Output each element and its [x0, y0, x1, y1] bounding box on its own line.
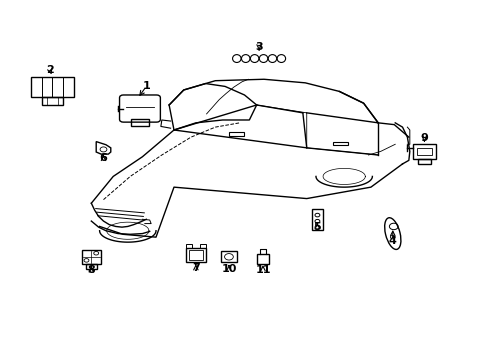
Bar: [130, 119, 149, 126]
Bar: [221, 251, 236, 262]
Text: 10: 10: [221, 264, 236, 274]
Bar: [31, 77, 74, 98]
Bar: [185, 248, 205, 262]
Text: 11: 11: [255, 265, 270, 275]
Bar: [256, 253, 269, 264]
Bar: [200, 244, 205, 248]
Bar: [332, 142, 347, 145]
Text: 5: 5: [313, 222, 321, 232]
Text: 4: 4: [388, 236, 396, 246]
Bar: [412, 144, 435, 159]
Bar: [417, 159, 430, 164]
Text: 6: 6: [100, 153, 107, 163]
Bar: [228, 132, 244, 136]
Text: 2: 2: [46, 65, 54, 75]
Bar: [416, 148, 431, 155]
Bar: [85, 264, 97, 269]
Text: 7: 7: [192, 262, 199, 273]
Text: 9: 9: [420, 133, 427, 143]
Text: 3: 3: [255, 42, 263, 52]
Text: 8: 8: [87, 265, 95, 275]
Bar: [189, 250, 202, 260]
Bar: [311, 208, 322, 230]
Bar: [81, 249, 101, 264]
Bar: [186, 244, 192, 248]
Bar: [41, 98, 63, 105]
Text: 1: 1: [142, 81, 150, 91]
